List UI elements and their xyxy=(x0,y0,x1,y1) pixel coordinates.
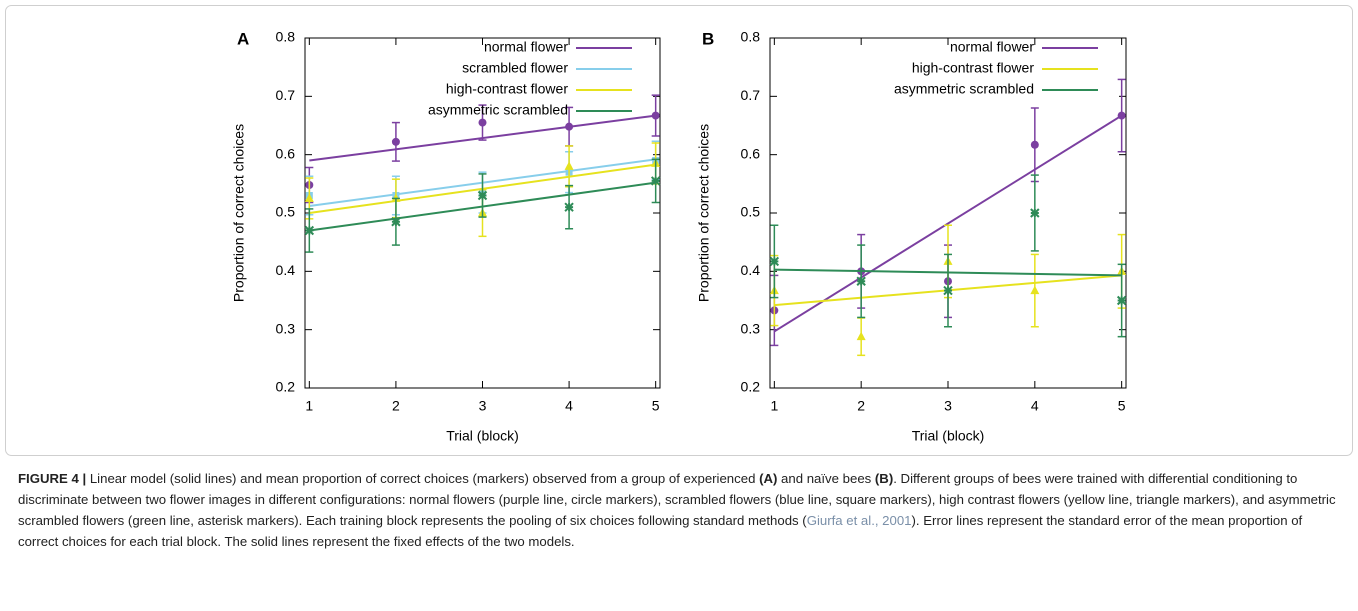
legend-label: asymmetric scrambled xyxy=(894,81,1034,97)
fit-line xyxy=(773,114,1123,333)
x-tick-label: 3 xyxy=(944,398,952,414)
marker xyxy=(1030,140,1039,149)
panel-label: A xyxy=(237,29,249,48)
figure: A Proportion of correct choices Trial (blo… xyxy=(5,5,1353,456)
x-tick-label: 5 xyxy=(652,398,660,414)
x-tick-label: 3 xyxy=(479,398,487,414)
y-tick-label: 0.3 xyxy=(276,320,296,336)
caption-text: ). Error lines represent the standard er… xyxy=(18,513,1303,549)
x-tick-label: 2 xyxy=(857,398,865,414)
caption-label: FIGURE 4 | xyxy=(18,471,87,486)
y-tick-label: 0.6 xyxy=(741,145,761,161)
caption: FIGURE 4 | Linear model (solid lines) an… xyxy=(18,468,1343,552)
legend-label: high-contrast flower xyxy=(446,81,569,97)
citation-link[interactable]: Giurfa et al., 2001 xyxy=(806,513,912,528)
panel-label: B xyxy=(702,29,714,48)
marker xyxy=(651,111,660,120)
legend-label: scrambled flower xyxy=(462,60,568,76)
x-tick-label: 2 xyxy=(392,398,400,414)
figure-frame xyxy=(5,5,1353,456)
marker xyxy=(565,122,574,131)
y-tick-label: 0.4 xyxy=(741,262,761,278)
marker xyxy=(943,285,953,296)
legend-label: normal flower xyxy=(950,39,1034,55)
legend-label: normal flower xyxy=(484,39,568,55)
x-axis-title: Trial (block) xyxy=(912,428,985,444)
caption-ref: (B) xyxy=(874,471,894,486)
x-tick-label: 4 xyxy=(565,398,573,414)
y-tick-label: 0.5 xyxy=(276,204,296,220)
marker xyxy=(564,202,574,212)
marker xyxy=(304,225,315,236)
marker xyxy=(478,118,487,127)
marker xyxy=(1117,111,1126,120)
x-tick-label: 1 xyxy=(305,398,313,414)
legend-label: high-contrast flower xyxy=(912,60,1035,76)
marker xyxy=(304,193,314,202)
y-tick-label: 0.2 xyxy=(276,379,296,395)
marker xyxy=(391,217,401,227)
caption-text: Linear model (solid lines) and mean prop… xyxy=(86,471,760,486)
y-tick-label: 0.4 xyxy=(276,262,296,278)
y-tick-label: 0.5 xyxy=(741,204,761,220)
y-tick-label: 0.8 xyxy=(741,29,761,45)
marker xyxy=(564,161,574,170)
y-tick-label: 0.8 xyxy=(276,29,296,45)
y-axis-title: Proportion of correct choices xyxy=(231,124,247,302)
marker xyxy=(1116,295,1127,306)
x-tick-label: 4 xyxy=(1031,398,1039,414)
marker xyxy=(856,276,866,286)
x-tick-label: 1 xyxy=(770,398,778,414)
marker xyxy=(856,331,866,341)
marker xyxy=(769,256,780,267)
marker xyxy=(391,137,400,146)
y-axis-title: Proportion of correct choices xyxy=(696,124,712,302)
marker xyxy=(1030,285,1040,295)
y-tick-label: 0.6 xyxy=(276,145,296,161)
y-tick-label: 0.7 xyxy=(741,87,761,103)
caption-text: and naïve bees xyxy=(777,471,875,486)
y-tick-label: 0.7 xyxy=(276,87,296,103)
x-axis-title: Trial (block) xyxy=(446,428,519,444)
marker xyxy=(650,176,661,186)
caption-ref: (A) xyxy=(759,471,778,486)
marker xyxy=(477,190,488,201)
caption-text: . Different groups of bees were trained … xyxy=(18,471,1336,528)
x-tick-label: 5 xyxy=(1118,398,1126,414)
y-tick-label: 0.2 xyxy=(741,379,761,395)
y-tick-label: 0.3 xyxy=(741,320,761,336)
legend-label: asymmetric scrambled xyxy=(428,102,568,118)
marker xyxy=(1030,208,1040,218)
